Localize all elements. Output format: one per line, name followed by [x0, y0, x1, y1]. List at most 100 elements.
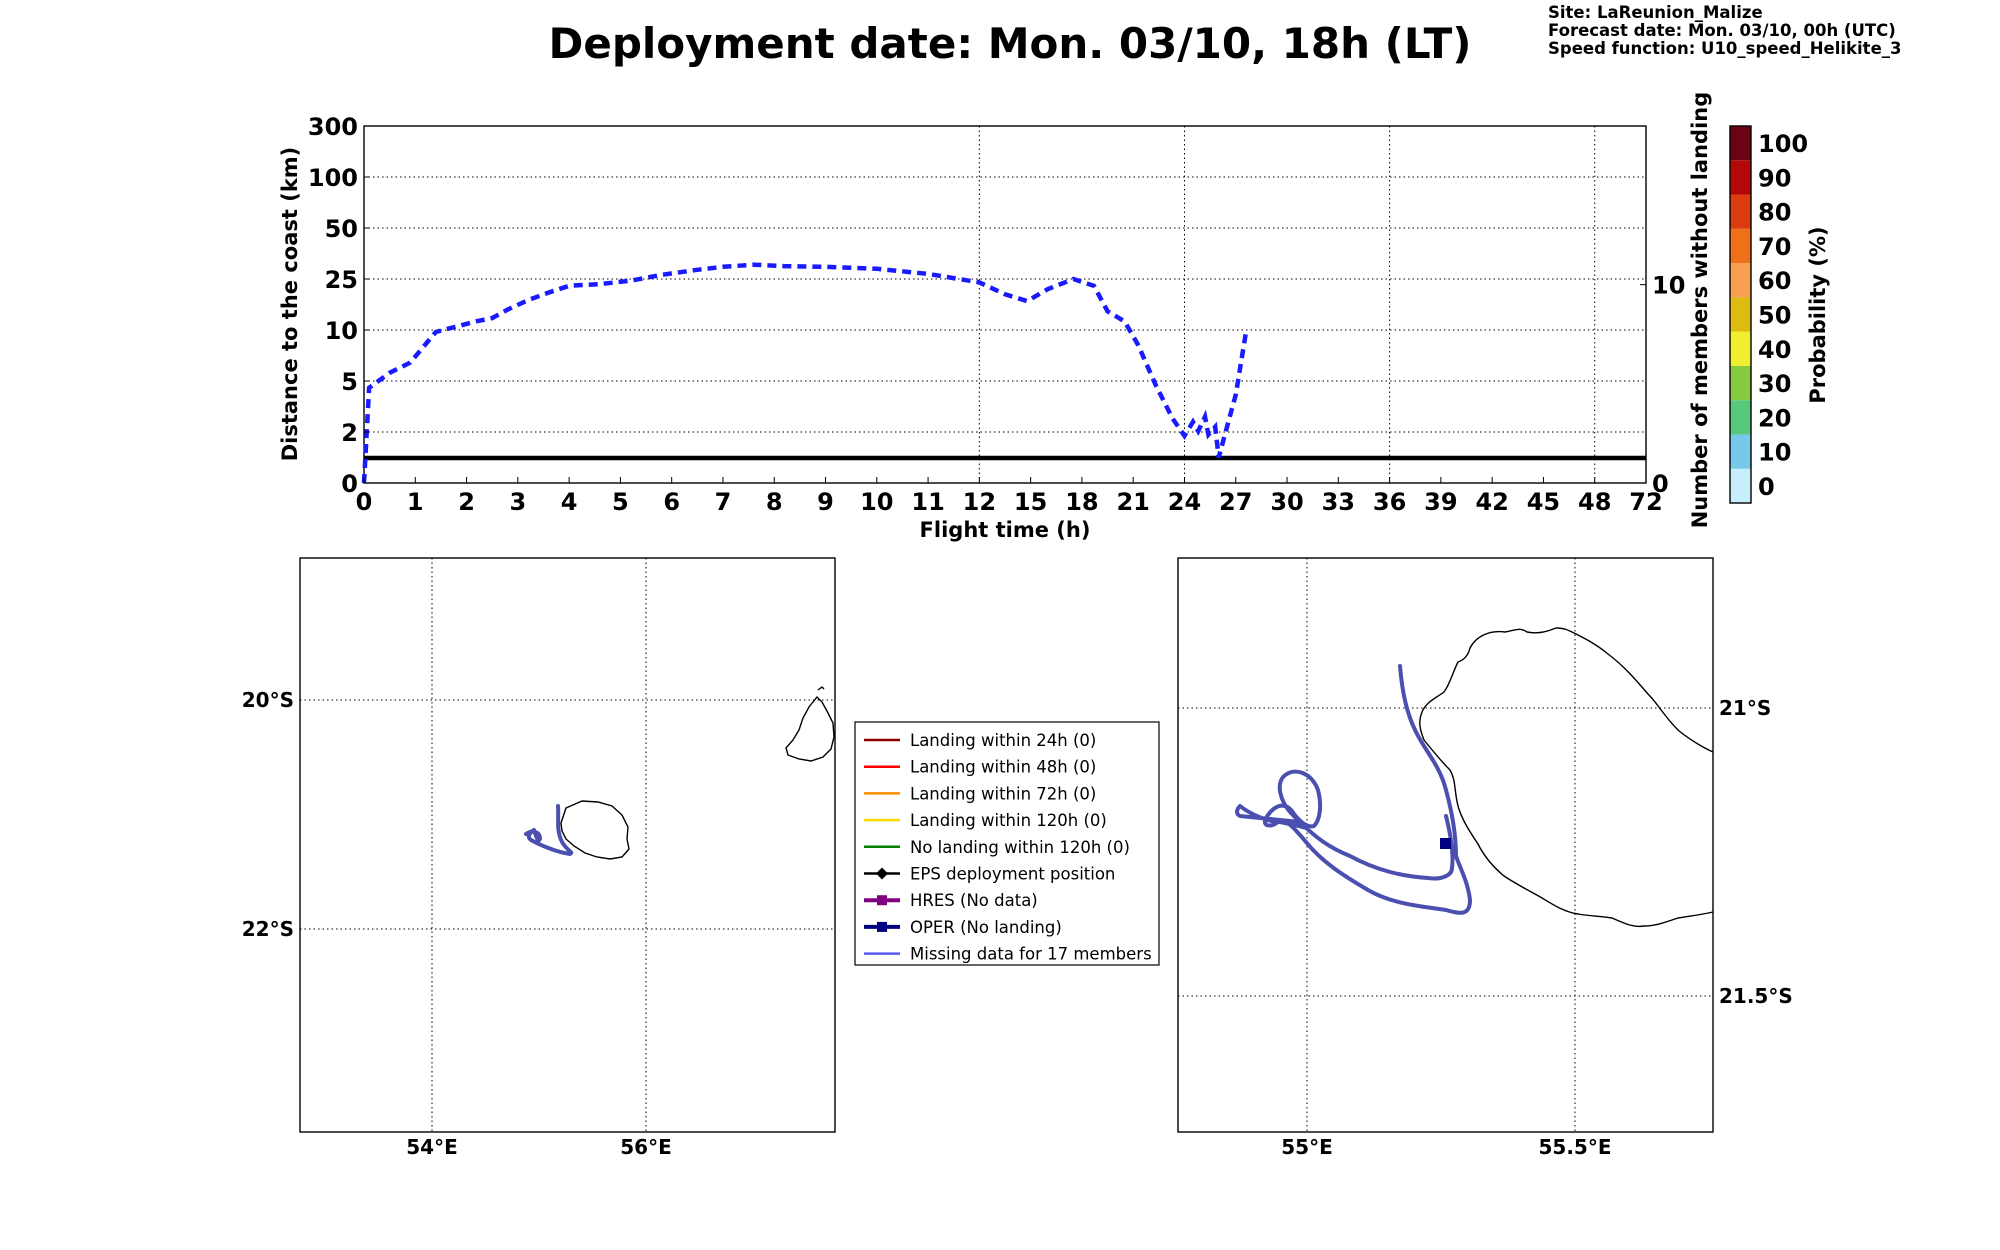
legend-label: Landing within 48h (0) [910, 758, 1096, 777]
distance-chart: 0 1 2 3 4 5 6 7 8 9 10 11 12 15 18 21 24 27 30 33 36 39 42 45 48… [278, 92, 1712, 542]
map-lon-tick-56e: 56°E [620, 1135, 672, 1159]
colorbar-box [1730, 400, 1751, 435]
overview-track [524, 804, 574, 856]
colorbar-tick-label: 50 [1758, 302, 1791, 330]
map-lat-tick-20s: 20°S [242, 688, 294, 712]
site-label: Site: LaReunion_Malize [1548, 3, 1763, 22]
zoom-map: 21°S 21.5°S 55°E 55.5°E [1177, 557, 1793, 1159]
map-lat-tick-22s: 22°S [242, 917, 294, 941]
x-tick-label: 4 [561, 488, 578, 516]
y-tick-label: 300 [308, 113, 358, 141]
legend-marker [876, 867, 888, 880]
distance-series-line [361, 262, 1249, 484]
x-tick-label: 3 [509, 488, 526, 516]
legend-label: Landing within 24h (0) [910, 731, 1096, 750]
x-tick-label: 7 [715, 488, 732, 516]
x-tick-label: 72 [1629, 488, 1662, 516]
x-tick-label: 6 [663, 488, 680, 516]
x-tick-label: 24 [1168, 488, 1201, 516]
reunion-zoom-coastline [1419, 627, 1714, 928]
colorbar-tick-label: 100 [1758, 130, 1808, 158]
colorbar-tick-label: 30 [1758, 370, 1791, 398]
x-tick-label: 36 [1373, 488, 1406, 516]
x-tick-label: 21 [1116, 488, 1149, 516]
zoom-lon-tick-555e: 55.5°E [1538, 1135, 1611, 1159]
colorbar-box [1730, 434, 1751, 469]
legend-marker [877, 921, 887, 932]
mauritius-coastline [785, 695, 835, 762]
x-tick-label: 27 [1219, 488, 1252, 516]
legend-item: OPER (No landing) [864, 918, 1062, 937]
y-tick-label: 2 [341, 419, 358, 447]
legend-item: Missing data for 17 members [864, 945, 1152, 964]
distance-chart-frame [363, 125, 1647, 484]
x-tick-label: 11 [911, 488, 944, 516]
y-tick-label: 25 [325, 266, 358, 294]
colorbar-box [1730, 331, 1751, 366]
zoom-lat-tick-21s: 21°S [1719, 696, 1771, 720]
y-axis-label: Distance to the coast (km) [278, 147, 302, 462]
y-tick-label: 50 [325, 215, 358, 243]
oper-marker [1440, 838, 1451, 849]
y-right-tick-label: 10 [1652, 272, 1685, 300]
legend-label: Landing within 72h (0) [910, 784, 1096, 803]
legend: Landing within 24h (0) Landing within 48h… [854, 721, 1160, 966]
legend-item: Landing within 72h (0) [864, 784, 1096, 803]
colorbar-box [1730, 228, 1751, 264]
legend-item: HRES (No data) [864, 891, 1038, 910]
x-tick-label: 33 [1322, 488, 1355, 516]
legend-item: EPS deployment position [864, 865, 1115, 884]
legend-label: OPER (No landing) [910, 918, 1062, 937]
colorbar-box [1730, 160, 1751, 195]
y-right-tick-labels: 0 10 [1640, 272, 1685, 498]
colorbar-box [1730, 194, 1751, 229]
colorbar-box [1730, 297, 1751, 332]
x-tick-label: 0 [356, 488, 373, 516]
distance-grid [364, 126, 1646, 483]
colorbar-tick-label: 40 [1758, 336, 1791, 364]
x-tick-label: 8 [766, 488, 783, 516]
y-tick-label: 10 [325, 317, 358, 345]
zoom-track [1235, 664, 1472, 915]
colorbar-label: Probability (%) [1806, 226, 1830, 403]
x-tick-label: 1 [407, 488, 424, 516]
y-right-tick-label: 0 [1652, 470, 1669, 498]
colorbar-tick-label: 20 [1758, 404, 1791, 432]
overview-map: 20°S 22°S 54°E 56°E [242, 557, 836, 1159]
legend-label: EPS deployment position [910, 865, 1115, 884]
x-tick-label: 45 [1527, 488, 1560, 516]
x-tick-label: 12 [963, 488, 996, 516]
y-tick-label: 0 [341, 470, 358, 498]
probability-colorbar: 0 10 20 30 40 50 60 70 80 90 100 Probability (%) [1729, 125, 1830, 504]
legend-marker [877, 895, 887, 906]
y-tick-label: 100 [308, 164, 358, 192]
colorbar-tick-label: 10 [1758, 439, 1791, 467]
legend-label: Missing data for 17 members [910, 945, 1152, 964]
y-right-axis-label: Number of members without landing [1688, 92, 1712, 529]
colorbar-box [1730, 263, 1751, 298]
y-tick-label: 5 [341, 368, 358, 396]
colorbar-box [1730, 126, 1751, 161]
x-tick-label: 39 [1424, 488, 1457, 516]
speed-function-label: Speed function: U10_speed_Helikite_3 [1548, 39, 1902, 58]
colorbar-tick-label: 90 [1758, 164, 1791, 192]
x-tick-label: 48 [1578, 488, 1611, 516]
map-lon-tick-54e: 54°E [406, 1135, 458, 1159]
x-tick-label: 15 [1014, 488, 1047, 516]
legend-label: HRES (No data) [910, 891, 1038, 910]
chart-title: Deployment date: Mon. 03/10, 18h (LT) [548, 19, 1471, 68]
legend-item: Landing within 48h (0) [864, 758, 1096, 777]
colorbar-tick-label: 70 [1758, 233, 1791, 261]
zoom-lat-tick-215s: 21.5°S [1719, 984, 1793, 1008]
x-tick-label: 2 [458, 488, 475, 516]
colorbar-tick-label: 80 [1758, 199, 1791, 227]
islet-coastline [817, 686, 825, 691]
legend-label: Landing within 120h (0) [910, 811, 1107, 830]
x-tick-label: 30 [1270, 488, 1303, 516]
forecast-date-label: Forecast date: Mon. 03/10, 00h (UTC) [1548, 21, 1896, 40]
x-tick-label: 42 [1475, 488, 1508, 516]
legend-item: Landing within 120h (0) [864, 811, 1107, 830]
colorbar-tick-label: 0 [1758, 473, 1775, 501]
